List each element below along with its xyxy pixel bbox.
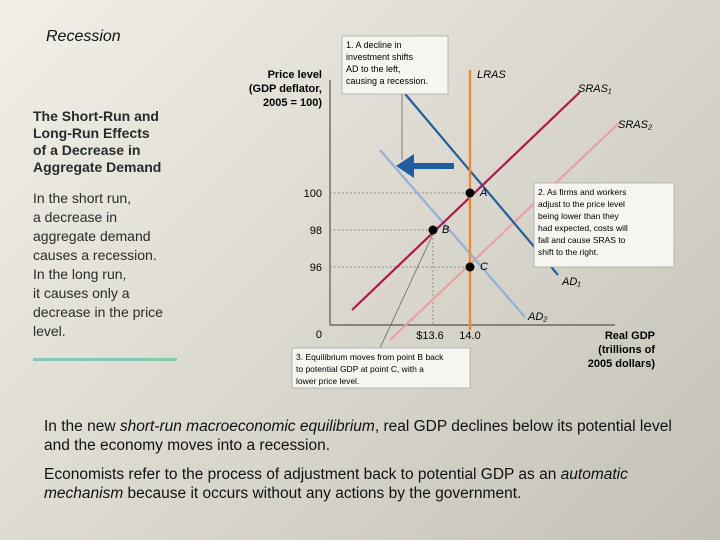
point-c bbox=[465, 262, 475, 272]
side-heading-line: Aggregate Demand bbox=[33, 159, 162, 175]
y-axis-label-line: Price level bbox=[268, 69, 322, 81]
note3-line: 3. Equilibrium moves from point B back bbox=[296, 352, 444, 362]
y-axis-label-line: (GDP deflator, bbox=[249, 83, 322, 95]
sras2-label: SRAS₂ bbox=[618, 119, 653, 131]
side-heading-line: The Short-Run and bbox=[33, 108, 159, 124]
lras-label: LRAS bbox=[477, 69, 506, 81]
ad1-label: AD₁ bbox=[561, 276, 581, 288]
ad2-curve bbox=[379, 149, 526, 318]
note2-line: had expected, costs will bbox=[538, 223, 628, 233]
sras1-label: SRAS₁ bbox=[578, 83, 612, 95]
x-tick-label: $13.6 bbox=[416, 330, 444, 342]
point-c-label: C bbox=[480, 261, 488, 273]
slide-title: Recession bbox=[46, 28, 121, 45]
note3-line: lower price level. bbox=[296, 376, 359, 386]
note1-line: AD to the left, bbox=[346, 64, 401, 74]
point-a bbox=[465, 188, 475, 198]
side-heading: The Short-Run and Long-Run Effects of a … bbox=[33, 108, 223, 176]
note2-box bbox=[533, 182, 675, 268]
side-body-line: In the short run, bbox=[33, 190, 132, 206]
x-tick-label: 14.0 bbox=[459, 330, 480, 342]
side-body-line: causes a recession. bbox=[33, 247, 157, 263]
side-body-line: In the long run, bbox=[33, 266, 127, 282]
note2-line: fall and cause SRAS to bbox=[538, 235, 626, 245]
para2-text-a: Economists refer to the process of adjus… bbox=[44, 466, 561, 483]
side-body-line: a decrease in bbox=[33, 209, 118, 225]
para1-emphasis: short-run macroeconomic equilibrium bbox=[119, 418, 375, 435]
side-body-line: level. bbox=[33, 323, 66, 339]
para1-text-a: In the new bbox=[44, 418, 120, 435]
ad-as-diagram: Price level (GDP deflator, 2005 = 100) A… bbox=[249, 35, 675, 389]
y-tick-label: 0 bbox=[316, 329, 322, 341]
side-body-line: decrease in the price bbox=[33, 304, 163, 320]
side-body-line: it causes only a bbox=[33, 285, 130, 301]
note2-line: adjust to the price level bbox=[538, 199, 625, 209]
y-axis-label-line: 2005 = 100) bbox=[263, 97, 322, 109]
y-tick-label: 96 bbox=[310, 262, 322, 274]
ad1-curve bbox=[394, 81, 559, 276]
paragraph-automatic-mechanism: Economists refer to the process of adjus… bbox=[44, 465, 684, 503]
side-heading-line: Long-Run Effects bbox=[33, 125, 150, 141]
y-tick-label: 100 bbox=[304, 188, 322, 200]
note1-line: investment shifts bbox=[346, 52, 414, 62]
y-tick-label: 98 bbox=[310, 225, 322, 237]
para2-emphasis: automatic mechanism bbox=[44, 466, 628, 502]
note3-line: to potential GDP at point C, with a bbox=[296, 364, 424, 374]
para1-text-b: , real GDP declines below its potential … bbox=[44, 418, 672, 454]
note3-box bbox=[291, 347, 471, 389]
side-body-line: aggregate demand bbox=[33, 228, 151, 244]
note1-box bbox=[341, 35, 449, 95]
note1-line: 1. A decline in bbox=[346, 40, 402, 50]
x-axis-label-line: 2005 dollars) bbox=[588, 358, 656, 370]
point-a-label: A bbox=[479, 187, 487, 199]
note1-line: causing a recession. bbox=[346, 76, 428, 86]
x-axis-label-line: (trillions of bbox=[598, 344, 655, 356]
side-body: In the short run, a decrease in aggregat… bbox=[33, 189, 213, 341]
note2-line: shift to the right. bbox=[538, 247, 598, 257]
note3-leader bbox=[379, 233, 434, 349]
sras1-curve bbox=[351, 91, 581, 311]
point-b-label: B bbox=[442, 224, 449, 236]
point-b bbox=[428, 225, 438, 235]
side-heading-line: of a Decrease in bbox=[33, 142, 141, 158]
para2-text-b: because it occurs without any actions by… bbox=[123, 485, 522, 502]
side-divider bbox=[33, 358, 177, 361]
note2-line: 2. As firms and workers bbox=[538, 187, 626, 197]
sras2-curve bbox=[389, 121, 621, 341]
shift-arrow-head bbox=[396, 154, 414, 178]
paragraph-equilibrium: In the new short-run macroeconomic equil… bbox=[44, 417, 684, 455]
ad2-label: AD₂ bbox=[527, 311, 548, 323]
note2-line: being lower than they bbox=[538, 211, 620, 221]
x-axis-label-line: Real GDP bbox=[605, 330, 655, 342]
